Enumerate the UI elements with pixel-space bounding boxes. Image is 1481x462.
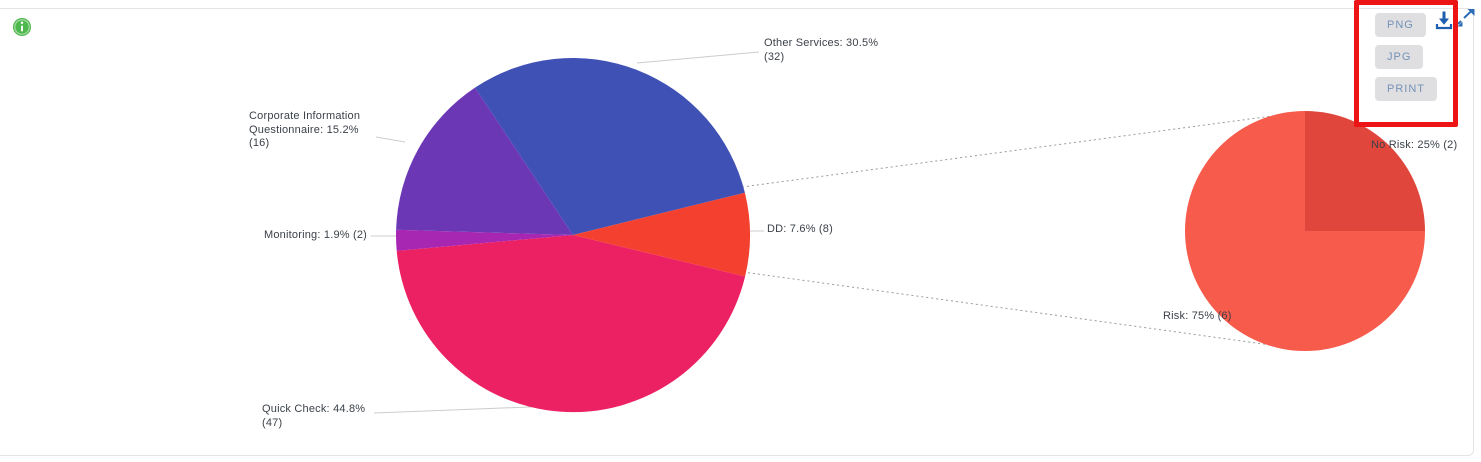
slice-label-no-risk: No Risk: 25% (2) — [1371, 139, 1458, 151]
pie-slice-corporate-information-questionnaire[interactable] — [396, 87, 573, 235]
breakout-pie — [1185, 111, 1425, 351]
slice-label-monitoring: Monitoring: 1.9% (2) — [264, 229, 368, 241]
breakout-connector-lines — [741, 111, 1308, 351]
expand-icon[interactable] — [1456, 8, 1476, 30]
download-icon[interactable] — [1435, 11, 1453, 31]
slice-label-other-services: Other Services: 30.5% (32) — [764, 37, 879, 63]
pie-slice-quick-check[interactable] — [396, 235, 746, 413]
pie-slice-no-risk[interactable] — [1305, 111, 1425, 231]
pie-slice-risk[interactable] — [1185, 111, 1425, 351]
export-jpg-button[interactable]: JPG — [1375, 45, 1424, 69]
pie-slice-dd[interactable] — [573, 192, 751, 277]
export-print-button[interactable]: PRINT — [1375, 77, 1437, 101]
info-icon[interactable] — [12, 17, 32, 37]
export-png-button[interactable]: PNG — [1375, 13, 1426, 37]
slice-label-quick-check: Quick Check: 44.8% (47) — [262, 403, 366, 429]
pie-slice-other-services[interactable] — [475, 57, 745, 235]
slice-label-dd: DD: 7.6% (8) — [767, 223, 833, 235]
main-pie — [396, 57, 751, 413]
slice-label-corporate-information-questionnaire: Corporate Information Questionnaire: 15.… — [249, 110, 361, 149]
pie-slice-monitoring[interactable] — [396, 229, 573, 251]
slice-label-risk: Risk: 75% (6) — [1163, 310, 1232, 322]
export-toolbar: PNG JPG PRINT — [1375, 13, 1437, 101]
